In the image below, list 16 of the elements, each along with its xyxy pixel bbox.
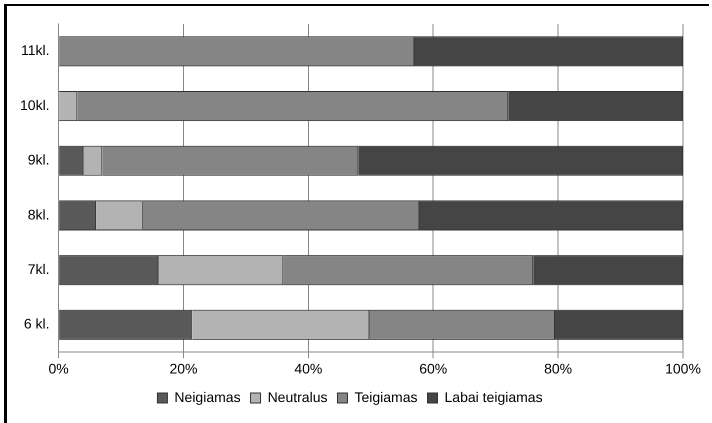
- x-tick-label: 40%: [294, 360, 322, 376]
- x-tick-label: 20%: [169, 360, 198, 376]
- y-tick-label: 8kl.: [28, 206, 50, 222]
- x-tick-label: 100%: [665, 360, 701, 376]
- x-tick-label: 0%: [48, 360, 69, 376]
- legend-label: Neigiamas: [174, 388, 241, 405]
- y-tick-label: 7kl.: [28, 261, 50, 278]
- y-tick-label: 6 kl.: [24, 316, 50, 332]
- legend-label: Labai teigiamas: [444, 388, 543, 405]
- y-tick-label: 10kl.: [20, 96, 50, 113]
- x-tick-label: 60%: [419, 360, 448, 376]
- y-tick-label: 9kl.: [28, 152, 50, 168]
- y-tick-label: 11kl.: [21, 42, 50, 58]
- legend-label: Neutralus: [268, 388, 328, 405]
- legend-label: Teigiamas: [354, 388, 418, 405]
- x-tick-label: 80%: [544, 360, 572, 376]
